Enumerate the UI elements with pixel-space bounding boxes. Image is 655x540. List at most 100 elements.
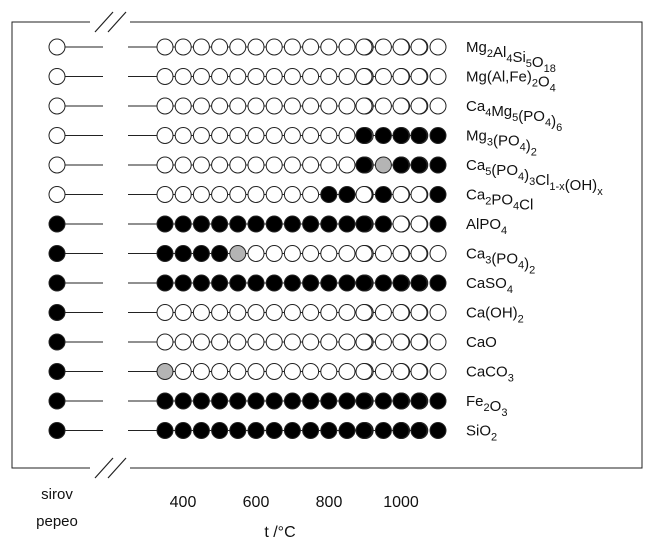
phase-marker — [192, 392, 210, 410]
phase-marker — [338, 38, 356, 56]
phase-marker — [320, 97, 338, 115]
phase-marker — [429, 186, 447, 203]
phase-marker — [229, 392, 247, 410]
phase-marker — [410, 245, 428, 262]
phase-marker — [374, 245, 392, 262]
phase-marker — [174, 363, 192, 380]
phase-marker — [265, 186, 283, 203]
phase-marker — [156, 186, 174, 203]
phase-marker — [338, 127, 356, 144]
phase-marker — [392, 68, 410, 85]
phase-marker — [283, 274, 301, 292]
phase-marker — [392, 127, 410, 144]
phase-marker — [410, 215, 428, 233]
phase-marker — [355, 274, 373, 292]
raw-ash-marker — [48, 304, 66, 321]
phase-marker — [410, 274, 428, 292]
phase-marker — [192, 97, 210, 115]
phase-marker — [429, 215, 447, 233]
phase-marker — [229, 274, 247, 292]
phase-marker — [192, 333, 210, 351]
phase-marker — [265, 363, 283, 380]
phase-marker — [247, 38, 265, 56]
phase-marker — [283, 156, 301, 174]
phase-marker — [229, 304, 247, 321]
phase-marker — [320, 127, 338, 144]
phase-row — [48, 68, 447, 85]
x-tick-label: 1000 — [383, 494, 419, 511]
phase-marker — [265, 127, 283, 144]
phase-marker — [392, 333, 410, 351]
phase-formula-label: Ca3(PO4)2 — [466, 246, 535, 277]
phase-marker — [338, 333, 356, 351]
phase-marker — [374, 156, 392, 174]
phase-marker — [211, 156, 229, 174]
phase-marker — [320, 392, 338, 410]
phase-marker — [338, 215, 356, 233]
phase-marker — [265, 333, 283, 351]
phase-marker — [355, 186, 373, 203]
phase-marker — [174, 215, 192, 233]
phase-marker — [392, 97, 410, 115]
raw-ash-marker — [48, 333, 66, 351]
raw-ash-marker — [48, 422, 66, 439]
raw-ash-marker — [48, 215, 66, 233]
phase-marker — [392, 215, 410, 233]
raw-ash-marker — [48, 274, 66, 292]
phase-marker — [302, 304, 320, 321]
phase-marker — [429, 97, 447, 115]
phase-marker — [229, 186, 247, 203]
phase-formula-label: Mg3(PO4)2 — [466, 128, 537, 159]
phase-marker — [355, 68, 373, 85]
raw-ash-label-line2: pepeo — [36, 513, 78, 530]
phase-marker — [156, 156, 174, 174]
phase-marker — [302, 422, 320, 439]
raw-ash-marker — [48, 392, 66, 410]
phase-marker — [429, 156, 447, 174]
phase-marker — [338, 245, 356, 262]
phase-formula-label: Ca(OH)2 — [466, 305, 524, 326]
phase-marker — [265, 245, 283, 262]
phase-marker — [355, 363, 373, 380]
phase-marker — [156, 127, 174, 144]
phase-marker — [211, 245, 229, 262]
raw-ash-label-line1: sirov — [41, 486, 73, 503]
phase-marker — [429, 304, 447, 321]
phase-marker — [355, 215, 373, 233]
phase-marker — [247, 392, 265, 410]
phase-marker — [283, 38, 301, 56]
phase-marker — [302, 38, 320, 56]
phase-marker — [355, 422, 373, 439]
phase-row — [48, 304, 447, 321]
phase-marker — [265, 422, 283, 439]
phase-marker — [320, 422, 338, 439]
phase-marker — [211, 304, 229, 321]
raw-ash-marker — [48, 127, 66, 144]
phase-marker — [247, 97, 265, 115]
x-tick-label: 600 — [243, 494, 270, 511]
phase-marker — [192, 186, 210, 203]
phase-marker — [374, 127, 392, 144]
phase-marker — [283, 127, 301, 144]
phase-marker — [156, 274, 174, 292]
phase-marker — [229, 422, 247, 439]
phase-marker — [410, 363, 428, 380]
phase-marker — [229, 97, 247, 115]
phase-marker — [374, 215, 392, 233]
phase-marker — [374, 274, 392, 292]
phase-marker — [265, 38, 283, 56]
phase-marker — [265, 156, 283, 174]
phase-marker — [211, 97, 229, 115]
phase-marker — [320, 38, 338, 56]
phase-marker — [429, 245, 447, 262]
phase-marker — [302, 363, 320, 380]
phase-marker — [410, 304, 428, 321]
phase-marker — [174, 392, 192, 410]
phase-marker — [283, 363, 301, 380]
phase-marker — [374, 304, 392, 321]
phase-marker — [247, 363, 265, 380]
phase-marker — [156, 68, 174, 85]
phase-marker — [211, 422, 229, 439]
phase-marker — [247, 422, 265, 439]
